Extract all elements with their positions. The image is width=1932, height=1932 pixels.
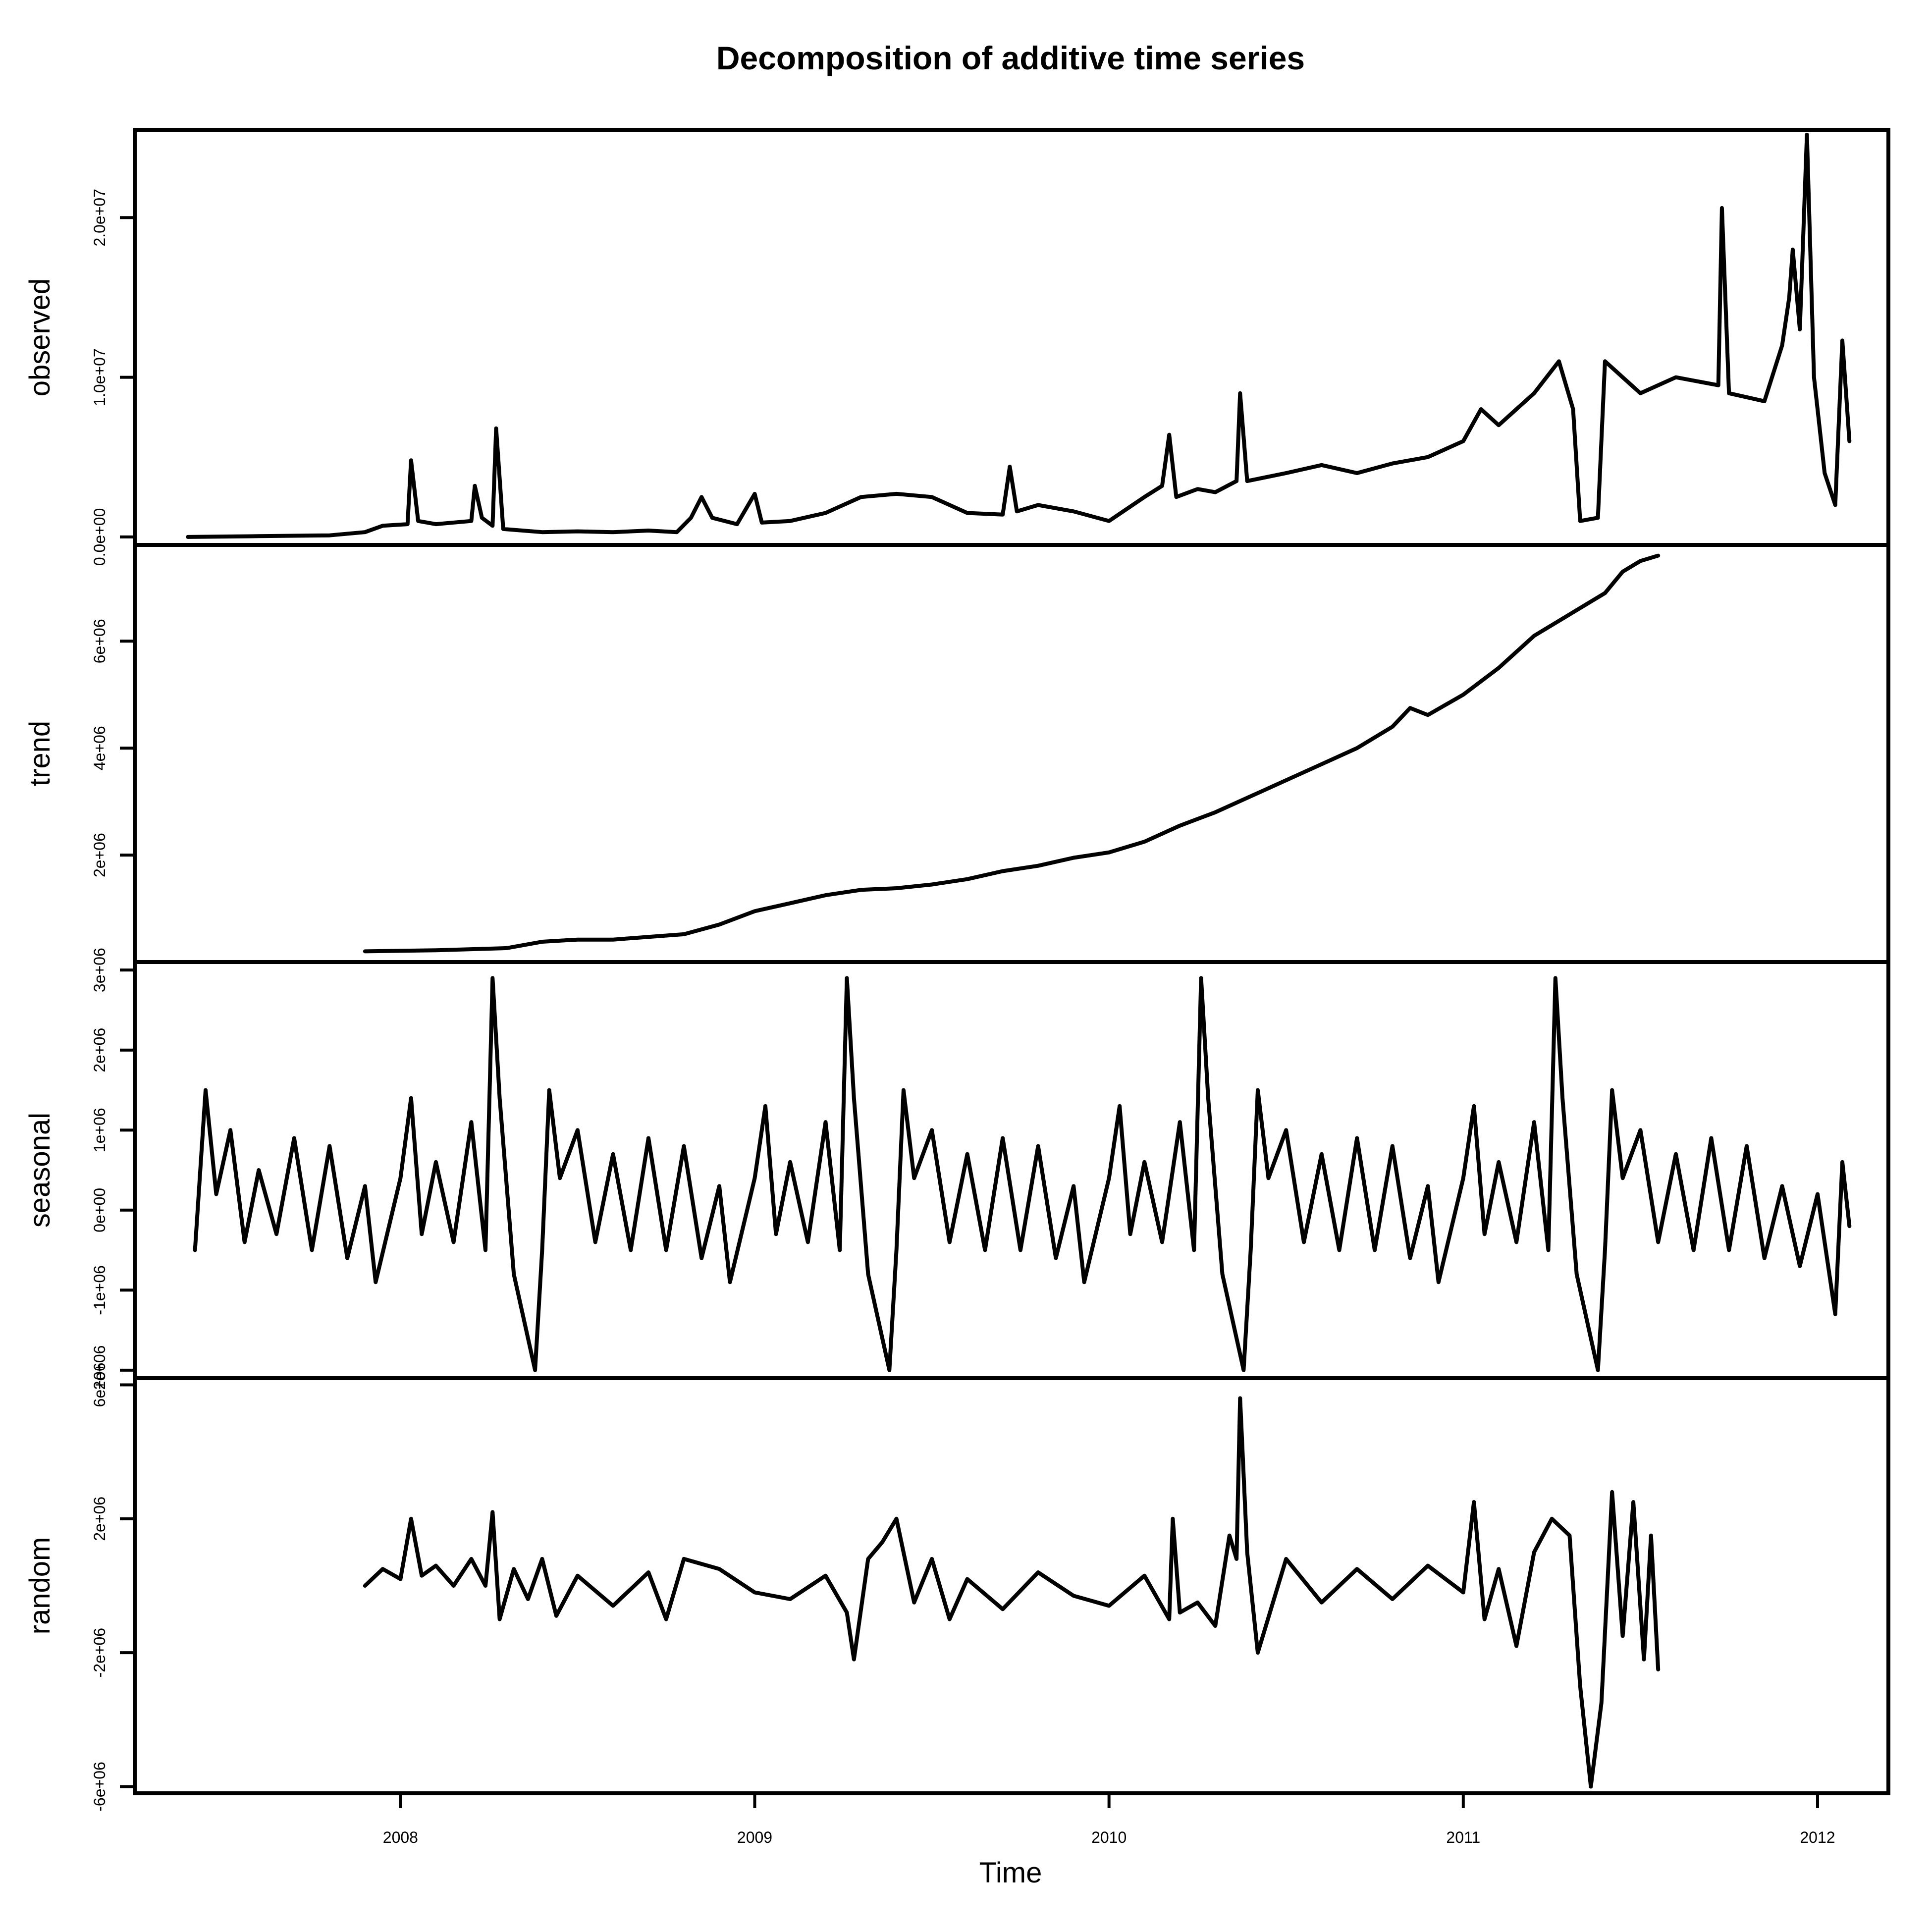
series-line-seasonal (193, 976, 1852, 1372)
y-tick-label: 0.0e+00 (91, 508, 108, 566)
x-tick-label: 2012 (1800, 1828, 1835, 1846)
y-tick-label: -2e+06 (91, 1345, 108, 1395)
y-tick-label: 2.0e+07 (91, 189, 108, 247)
series-line-observed (186, 132, 1852, 539)
y-tick-label: 2e+06 (91, 1028, 108, 1073)
y-tick-label: 2e+06 (91, 1497, 108, 1541)
x-tick-label: 2011 (1446, 1828, 1480, 1846)
y-tick-label: -1e+06 (91, 1265, 108, 1315)
y-tick-label: -2e+06 (91, 1628, 108, 1678)
panel-random: -6e+06 -2e+06 2e+06 6e+06 random (24, 1363, 1890, 1812)
y-tick-label: -6e+06 (91, 1762, 108, 1812)
x-axis-label: Time (979, 1857, 1042, 1889)
y-tick-label: 1.0e+07 (91, 348, 108, 406)
x-tick-label: 2010 (1091, 1828, 1127, 1846)
y-tick-label: 2e+06 (91, 833, 108, 877)
x-tick-label: 2008 (383, 1828, 418, 1846)
x-tick-label: 2009 (737, 1828, 772, 1846)
panel-seasonal: -2e+06 -1e+06 0e+00 1e+06 2e+06 3e+06 seasonal (24, 948, 1890, 1395)
panel-frame (133, 1376, 1890, 1795)
panel-ylabel-trend: trend (24, 721, 56, 786)
chart-title: Decomposition of additive time series (716, 40, 1305, 76)
y-tick-label: 0e+00 (91, 1188, 108, 1233)
panel-ylabel-random: random (24, 1537, 56, 1635)
panel-ylabel-observed: observed (24, 278, 56, 397)
series-line-trend (363, 553, 1661, 954)
y-tick-label: 3e+06 (91, 948, 108, 992)
panel-ylabel-seasonal: seasonal (24, 1113, 56, 1228)
y-tick-label: 4e+06 (91, 726, 108, 770)
y-tick-label: 6e+06 (91, 1363, 108, 1407)
series-line-random (363, 1396, 1661, 1789)
panel-trend: 2e+06 4e+06 6e+06 trend (24, 543, 1890, 964)
panels: 0.0e+00 1.0e+07 2.0e+07 observed 2e+06 4e+06 6… (24, 128, 1890, 1812)
panel-frame (133, 543, 1890, 964)
y-tick-label: 1e+06 (91, 1108, 108, 1152)
panel-observed: 0.0e+00 1.0e+07 2.0e+07 observed (24, 128, 1890, 566)
y-tick-label: 6e+06 (91, 619, 108, 663)
x-axis: 2008 2009 2010 2011 2012 (383, 1793, 1835, 1846)
